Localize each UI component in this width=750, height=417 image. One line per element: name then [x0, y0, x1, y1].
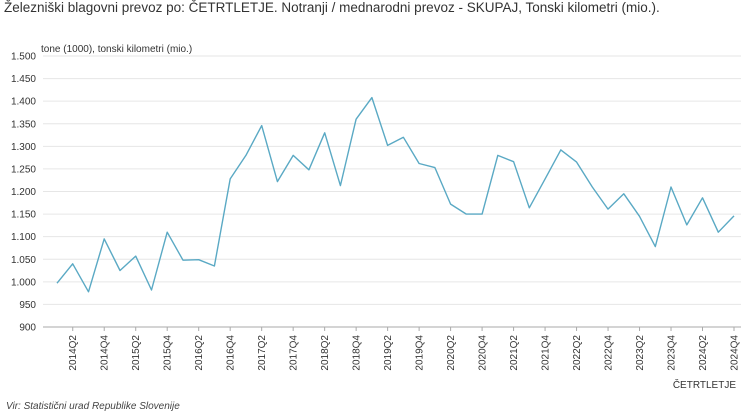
y-tick-label: 1.100	[11, 232, 36, 243]
x-tick-label: 2020Q4	[478, 335, 489, 371]
source-note: Vir: Statistični urad Republike Slovenij…	[6, 401, 180, 412]
x-tick-label: 2024Q4	[730, 335, 741, 371]
x-tick-label: 2018Q2	[320, 335, 331, 371]
x-tick-label: 2023Q4	[667, 335, 678, 371]
y-axis-label: tone (1000), tonski kilometri (mio.)	[41, 44, 192, 55]
y-tick-label: 1.500	[11, 52, 36, 63]
y-tick-label: 1.450	[11, 74, 36, 85]
x-tick-label: 2014Q4	[100, 335, 111, 371]
x-tick-label: 2016Q4	[226, 335, 237, 371]
y-tick-label: 1.150	[11, 210, 36, 221]
x-tick-label: 2015Q4	[163, 335, 174, 371]
x-tick-label: 2021Q2	[509, 335, 520, 371]
series-group	[56, 96, 735, 293]
y-tick-label: 1.400	[11, 97, 36, 108]
y-tick-label: 1.300	[11, 142, 36, 153]
y-tick-label: 1.000	[11, 277, 36, 288]
x-tick-label: 2021Q4	[541, 335, 552, 371]
x-tick-label: 2020Q2	[446, 335, 457, 371]
x-axis-ticks: 2014Q2 2014Q4 2015Q2 2015Q4 2016Q2 2016Q4 2017…	[68, 327, 741, 371]
x-tick-label: 2015Q2	[131, 335, 142, 371]
x-tick-label: 2022Q4	[604, 335, 615, 371]
x-tick-label: 2017Q4	[289, 335, 300, 371]
x-axis-label: ČETRTLETJE	[673, 378, 736, 391]
series-line	[56, 96, 735, 293]
y-tick-label: 1.050	[11, 255, 36, 266]
chart-title: Železniški blagovni prevoz po: ČETRTLETJ…	[4, 0, 660, 15]
grid-lines	[43, 55, 741, 328]
y-tick-label: 1.250	[11, 164, 36, 175]
x-tick-label: 2019Q4	[415, 335, 426, 371]
y-axis-ticks: 900 950 1.000 1.050 1.100 1.150 1.200 1.250 1.30…	[11, 52, 36, 334]
y-tick-label: 1.200	[11, 187, 36, 198]
x-tick-label: 2022Q2	[572, 335, 583, 371]
y-tick-label: 1.350	[11, 119, 36, 130]
x-tick-label: 2023Q2	[635, 335, 646, 371]
x-tick-label: 2018Q4	[352, 335, 363, 371]
x-tick-label: 2024Q2	[698, 335, 709, 371]
x-tick-label: 2016Q2	[194, 335, 205, 371]
x-tick-label: 2019Q2	[383, 335, 394, 371]
y-tick-label: 950	[19, 300, 36, 311]
x-tick-label: 2014Q2	[68, 335, 79, 371]
x-tick-label: 2017Q2	[257, 335, 268, 371]
y-tick-label: 900	[19, 323, 36, 334]
